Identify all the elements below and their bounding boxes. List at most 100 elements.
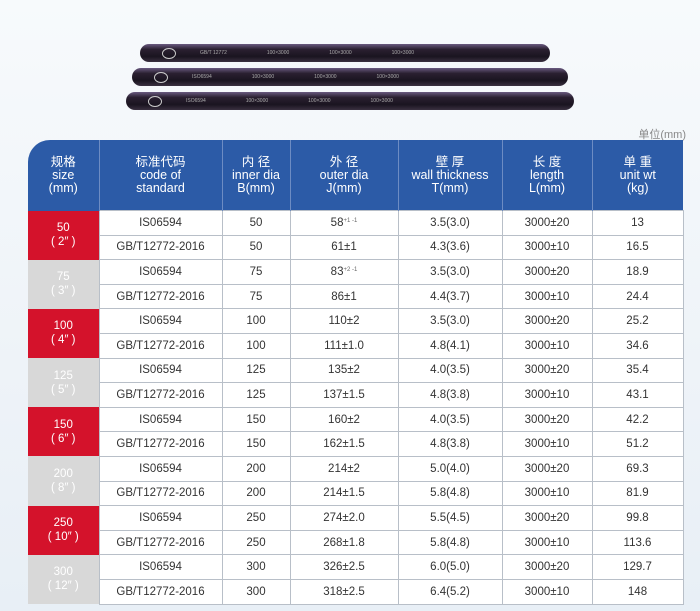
cell-standard: IS06594 (98, 554, 223, 580)
cell-outer-dia: 268±1.8 (289, 529, 399, 556)
pipe-marking: 100×3000 (251, 74, 275, 80)
cell-value: 3000±10 (524, 438, 570, 451)
cell-value: 3.5(3.0) (430, 315, 470, 328)
header-unit-weight: 单 重 unit wt (kg) (592, 140, 683, 211)
size-cell: 100( 4″ ) (28, 308, 99, 359)
cell-inner-dia: 75 (221, 259, 291, 285)
cell-standard: IS06594 (98, 210, 223, 236)
cell-value: 13 (631, 216, 644, 229)
cell-length: 3000±10 (501, 283, 593, 310)
size-cell: 200( 8″ ) (28, 456, 99, 506)
cell-value: 3000±10 (524, 388, 570, 401)
header-standard: 标准代码 code of standard (99, 140, 223, 211)
cell-value: 3000±10 (524, 536, 570, 549)
cell-wall-thickness: 5.8(4.8) (397, 529, 503, 556)
cell-wall-thickness: 4.3(3.6) (397, 234, 503, 261)
cell-value: IS06594 (139, 216, 182, 229)
pipe-marking: 100×3000 (329, 50, 352, 56)
cell-value: 34.6 (626, 339, 649, 352)
cell-value: GB/T12772-2016 (116, 290, 205, 303)
cell-wall-thickness: 4.0(3.5) (397, 406, 503, 433)
pipe-marking: 100×3000 (376, 74, 399, 80)
cell-outer-dia: 110±2 (289, 308, 399, 334)
cell-standard: IS06594 (98, 505, 223, 531)
cell-wall-thickness: 4.8(3.8) (397, 431, 503, 457)
cell-value: 3000±10 (524, 290, 570, 303)
size-cell: 300( 12″ ) (28, 554, 99, 604)
pipe-marking: 100×3000 (266, 50, 290, 56)
cell-value: 3000±10 (524, 241, 570, 254)
cell-value: 25.2 (626, 315, 649, 328)
cell-value: 18.9 (626, 265, 649, 278)
header-line: 标准代码 (135, 154, 186, 169)
cell-value: GB/T12772-2016 (116, 241, 205, 254)
cell-inner-dia: 125 (221, 382, 291, 408)
header-inner-dia: 内 径 inner dia B(mm) (222, 140, 291, 211)
header-line: standard (136, 180, 185, 195)
table-row: 50( 2″ ) IS06594 50 58+1 -1 3.5(3.0) 3000±20 1… (28, 210, 684, 260)
cell-outer-dia: 111±1.0 (289, 332, 399, 359)
table-row: 250( 10″ ) IS06594 250 274±2.0 5.5(4.5) 3000±… (28, 505, 684, 555)
cell-value: 111±1.0 (324, 339, 364, 352)
cell-wall-thickness: 4.8(4.1) (397, 332, 503, 359)
cell-value: 3000±20 (524, 364, 570, 377)
cell-wall-thickness: 4.0(3.5) (397, 357, 503, 384)
cell-inner-dia: 150 (221, 431, 291, 457)
header-line: B(mm) (237, 180, 275, 195)
size-mm: 75 (56, 271, 70, 284)
cell-value: 3000±20 (524, 561, 570, 574)
cell-value: 86±1 (331, 290, 357, 303)
cell-value: IS06594 (139, 561, 182, 574)
cell-value: GB/T12772-2016 (116, 585, 205, 598)
cell-value: 4.8(3.8) (430, 438, 470, 451)
size-cell: 250( 10″ ) (28, 505, 99, 555)
cell-value: 113.6 (623, 536, 652, 549)
cell-value: 4.8(4.1) (430, 339, 470, 352)
header-line: 单 重 (623, 154, 652, 169)
size-inch: ( 3″ ) (50, 285, 76, 298)
cell-inner-dia: 250 (221, 529, 291, 556)
cell-value: IS06594 (139, 315, 182, 328)
cell-value: 125 (246, 388, 266, 401)
size-inch: ( 4″ ) (50, 334, 76, 347)
header-line: outer dia (319, 167, 369, 182)
cell-value: 214±1.5 (323, 487, 365, 500)
cell-unit-weight: 35.4 (591, 357, 684, 384)
unit-note: 单位(mm) (638, 129, 686, 141)
cell-value: 4.4(3.7) (430, 290, 470, 303)
cell-value: 3000±10 (524, 487, 570, 500)
cell-length: 3000±20 (501, 406, 593, 433)
cell-length: 3000±10 (501, 529, 593, 556)
cell-value: IS06594 (139, 364, 182, 377)
cell-length: 3000±20 (501, 210, 593, 236)
cell-length: 3000±10 (501, 480, 593, 507)
cell-inner-dia: 300 (221, 554, 291, 580)
cell-value: 150 (246, 438, 266, 451)
cell-outer-dia: 162±1.5 (289, 431, 399, 457)
header-wall-thickness: 壁 厚 wall thickness T(mm) (398, 140, 503, 211)
cell-standard: IS06594 (98, 455, 223, 482)
cell-value: GB/T12772-2016 (116, 438, 205, 451)
cell-inner-dia: 250 (221, 505, 291, 531)
cell-value: 4.0(3.5) (430, 413, 470, 426)
cell-value: 214±2 (328, 462, 360, 475)
cell-standard: GB/T12772-2016 (98, 234, 223, 261)
cell-value: 75 (249, 290, 263, 303)
cell-unit-weight: 69.3 (591, 455, 684, 482)
size-cell: 75( 3″ ) (28, 259, 99, 309)
cell-unit-weight: 113.6 (591, 529, 684, 556)
cell-value: 3000±20 (524, 413, 570, 426)
cell-value: 75 (249, 265, 263, 278)
cell-value: 5.8(4.8) (430, 487, 470, 500)
pipe-marking: 100×3000 (245, 98, 269, 104)
cell-value: 300 (246, 585, 266, 598)
cell-unit-weight: 99.8 (591, 505, 684, 531)
cell-unit-weight: 25.2 (591, 308, 684, 334)
cell-standard: GB/T12772-2016 (98, 332, 223, 359)
cell-inner-dia: 125 (221, 357, 291, 384)
cell-standard: IS06594 (98, 308, 223, 334)
cell-value: GB/T12772-2016 (116, 487, 205, 500)
cell-standard: GB/T12772-2016 (98, 382, 223, 408)
pipe: ISO6594 100×3000 100×3000 100×3000 (126, 92, 574, 110)
pipe-marking: 100×3000 (308, 98, 331, 104)
